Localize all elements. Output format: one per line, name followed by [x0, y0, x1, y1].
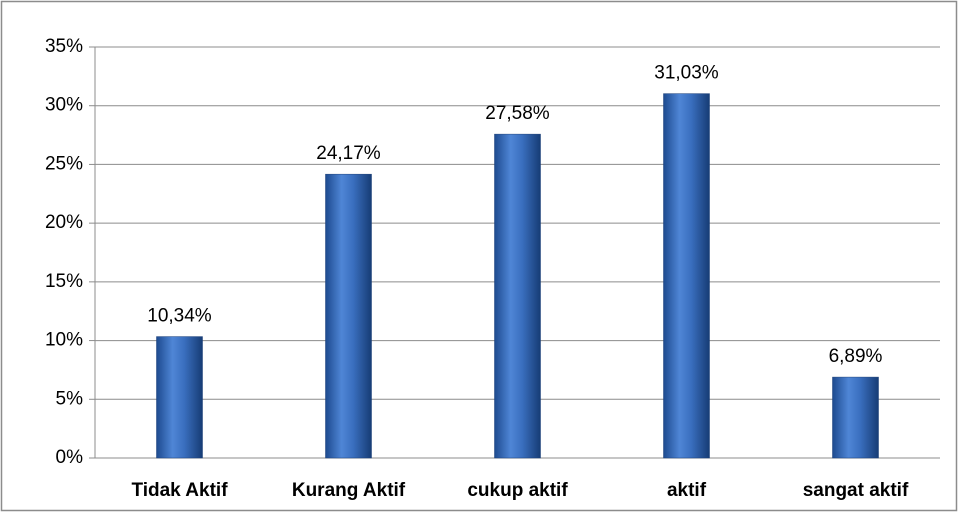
- y-tick-label: 0%: [56, 447, 84, 468]
- x-tick-label: sangat aktif: [803, 480, 909, 501]
- bar: [325, 173, 372, 459]
- x-tick-label: aktif: [667, 480, 707, 501]
- data-label: 10,34%: [147, 306, 212, 327]
- y-tick-label: 20%: [45, 212, 83, 233]
- bar: [494, 133, 541, 459]
- data-label: 31,03%: [654, 63, 719, 84]
- x-tick-label: Kurang Aktif: [292, 480, 406, 501]
- data-label: 6,89%: [829, 346, 883, 367]
- y-tick-label: 15%: [45, 271, 83, 292]
- data-label: 27,58%: [485, 103, 550, 124]
- data-label: 24,17%: [316, 143, 381, 164]
- y-tick-label: 5%: [56, 388, 84, 409]
- bar: [832, 376, 879, 459]
- y-tick-label: 25%: [45, 153, 83, 174]
- y-tick-label: 10%: [45, 330, 83, 351]
- x-tick-label: cukup aktif: [467, 480, 568, 501]
- bar: [156, 336, 203, 459]
- bar: [663, 93, 710, 459]
- y-tick-label: 30%: [45, 95, 83, 116]
- x-tick-label: Tidak Aktif: [131, 480, 228, 501]
- y-tick-label: 35%: [45, 36, 83, 57]
